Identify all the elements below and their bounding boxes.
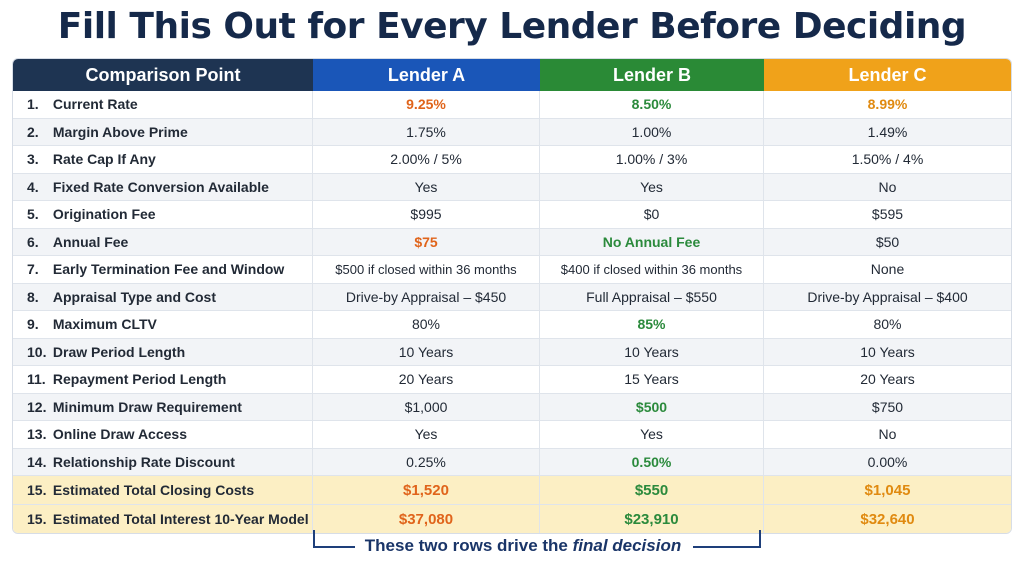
table-row: 14. Relationship Rate Discount 0.25% 0.5… xyxy=(13,448,1011,476)
row-label: 3. Rate Cap If Any xyxy=(13,146,313,173)
cell-lender-b: $0 xyxy=(540,201,764,228)
page-title: Fill This Out for Every Lender Before De… xyxy=(57,6,967,47)
table-row: 6. Annual Fee $75 No Annual Fee $50 xyxy=(13,228,1011,256)
decision-caption: These two rows drive the final decision xyxy=(364,536,682,555)
cell-lender-c: No xyxy=(878,178,897,195)
cell-lender-c: $595 xyxy=(871,206,904,223)
cell-lender-a: $500 if closed within 36 months xyxy=(313,256,540,283)
table-row: 5. Origination Fee $995 $0 $595 xyxy=(13,201,1011,229)
cell-lender-c: 0.00% xyxy=(867,453,908,470)
row-label: 10. Draw Period Length xyxy=(13,338,313,365)
row-label: 1. Current Rate xyxy=(13,91,313,118)
cell-lender-c: 1.50% / 4% xyxy=(851,151,924,168)
row-label: 11. Repayment Period Length xyxy=(13,366,313,393)
table-row: 12. Minimum Draw Requirement $1,000 $500… xyxy=(13,393,1011,421)
cell-lender-c: 1.49% xyxy=(867,123,908,140)
comparison-table: Comparison Point Lender A Lender B Lende… xyxy=(12,58,1012,534)
table-row: 7. Early Termination Fee and Window $500… xyxy=(13,256,1011,284)
cell-lender-c: 10 Years xyxy=(860,343,915,360)
row-label: 15. Estimated Total Closing Costs xyxy=(13,476,313,504)
table-row: 9. Maximum CLTV 80% 85% 80% xyxy=(13,311,1011,339)
cell-lender-a: Yes xyxy=(313,421,540,448)
row-label: 12. Minimum Draw Requirement xyxy=(13,393,313,420)
row-label: 8. Appraisal Type and Cost xyxy=(13,283,313,310)
table-row: 13. Online Draw Access Yes Yes No xyxy=(13,421,1011,449)
header-lender-c: Lender C xyxy=(764,59,1011,91)
cell-lender-a: 10 Years xyxy=(313,338,540,365)
cell-lender-a: 2.00% / 5% xyxy=(313,146,540,173)
cell-lender-a: 80% xyxy=(313,311,540,338)
cell-lender-c: 8.99% xyxy=(867,96,908,113)
cell-lender-b: 0.50% xyxy=(540,448,764,475)
cell-lender-b: $23,910 xyxy=(540,505,764,533)
table-row: 11. Repayment Period Length 20 Years 15 … xyxy=(13,366,1011,394)
row-label: 6. Annual Fee xyxy=(13,228,313,255)
cell-lender-c: $750 xyxy=(871,398,904,415)
cell-lender-c: None xyxy=(870,261,905,278)
cell-lender-b: Full Appraisal – $550 xyxy=(540,283,764,310)
cell-lender-a: $995 xyxy=(313,201,540,228)
cell-lender-c: 80% xyxy=(873,316,902,333)
cell-lender-b: 85% xyxy=(540,311,764,338)
cell-lender-c: $32,640 xyxy=(860,510,915,528)
cell-lender-b: 8.50% xyxy=(540,91,764,118)
key-row-closing-costs: 15. Estimated Total Closing Costs $1,520… xyxy=(13,476,1011,505)
cell-lender-c: No xyxy=(878,426,897,443)
cell-lender-a: $37,080 xyxy=(313,505,540,533)
cell-lender-b: $400 if closed within 36 months xyxy=(540,256,764,283)
cell-lender-b: Yes xyxy=(540,173,764,200)
cell-lender-a: 20 Years xyxy=(313,366,540,393)
row-label: 4. Fixed Rate Conversion Available xyxy=(13,173,313,200)
bracket-left xyxy=(313,530,355,548)
cell-lender-a: $75 xyxy=(313,228,540,255)
row-label: 2. Margin Above Prime xyxy=(13,118,313,145)
header-lender-a: Lender A xyxy=(313,59,540,91)
cell-lender-b: 1.00% xyxy=(540,118,764,145)
bracket-right xyxy=(693,530,761,548)
cell-lender-b: Yes xyxy=(540,421,764,448)
cell-lender-a: 0.25% xyxy=(313,448,540,475)
cell-lender-a: $1,000 xyxy=(313,393,540,420)
cell-lender-b: 10 Years xyxy=(540,338,764,365)
cell-lender-b: 1.00% / 3% xyxy=(540,146,764,173)
cell-lender-b: No Annual Fee xyxy=(540,228,764,255)
table-row: 8. Appraisal Type and Cost Drive-by Appr… xyxy=(13,283,1011,311)
table-row: 1. Current Rate 9.25% 8.50% 8.99% xyxy=(13,91,1011,119)
cell-lender-b: $500 xyxy=(540,393,764,420)
row-label: 14. Relationship Rate Discount xyxy=(13,448,313,475)
row-label: 15. Estimated Total Interest 10-Year Mod… xyxy=(13,505,313,533)
table-row: 10. Draw Period Length 10 Years 10 Years… xyxy=(13,338,1011,366)
row-label: 13. Online Draw Access xyxy=(13,421,313,448)
cell-lender-b: 15 Years xyxy=(540,366,764,393)
header-comparison-point: Comparison Point xyxy=(13,59,313,91)
key-row-total-interest: 15. Estimated Total Interest 10-Year Mod… xyxy=(13,505,1011,533)
cell-lender-a: 9.25% xyxy=(313,91,540,118)
cell-lender-c: $50 xyxy=(875,233,900,250)
row-label: 9. Maximum CLTV xyxy=(13,311,313,338)
row-label: 7. Early Termination Fee and Window xyxy=(13,256,313,283)
cell-lender-c: 20 Years xyxy=(860,371,915,388)
cell-lender-a: $1,520 xyxy=(313,476,540,504)
cell-lender-c: Drive-by Appraisal – $400 xyxy=(807,288,968,305)
cell-lender-c: $1,045 xyxy=(864,481,911,499)
row-label: 5. Origination Fee xyxy=(13,201,313,228)
table-row: 2. Margin Above Prime 1.75% 1.00% 1.49% xyxy=(13,118,1011,146)
table-row: 4. Fixed Rate Conversion Available Yes Y… xyxy=(13,173,1011,201)
table-header-row: Comparison Point Lender A Lender B Lende… xyxy=(13,59,1011,91)
cell-lender-b: $550 xyxy=(540,476,764,504)
cell-lender-a: Drive-by Appraisal – $450 xyxy=(313,283,540,310)
header-lender-b: Lender B xyxy=(540,59,764,91)
cell-lender-a: Yes xyxy=(313,173,540,200)
table-row: 3. Rate Cap If Any 2.00% / 5% 1.00% / 3%… xyxy=(13,146,1011,174)
cell-lender-a: 1.75% xyxy=(313,118,540,145)
